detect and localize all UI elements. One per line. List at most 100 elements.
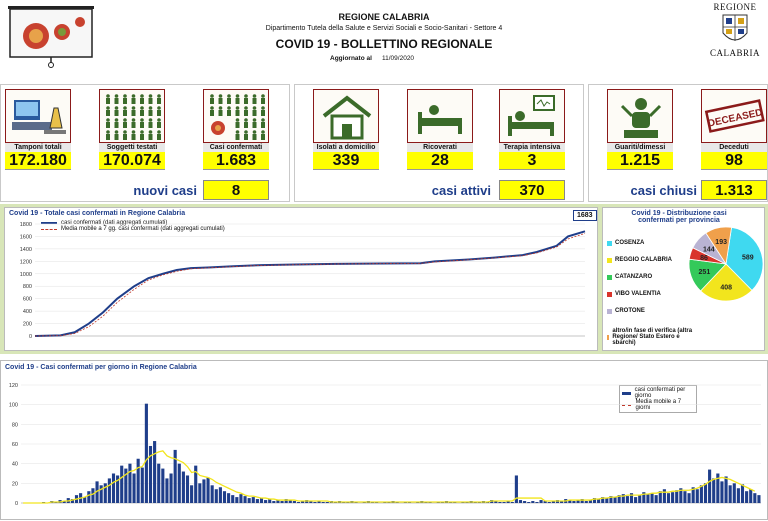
daily-bar — [264, 500, 268, 503]
daily-bar — [288, 500, 292, 503]
person-body — [114, 98, 119, 104]
stat-label: Casi confermati — [203, 143, 269, 152]
department-name: Dipartimento Tutela della Salute e Servi… — [265, 25, 503, 32]
daily-bar — [523, 501, 527, 503]
person-head — [210, 106, 214, 110]
cumulative-plot: 0 200 400 600 800 1000 1200 1400 1600 1800 — [20, 222, 586, 340]
daily-bar — [210, 485, 214, 503]
daily-bar — [313, 502, 317, 503]
person-body — [261, 122, 265, 128]
daily-bar — [560, 501, 564, 503]
daily-bar — [95, 481, 99, 503]
daily-bar — [116, 475, 120, 503]
chart-title: Covid 19 - Casi confermati per giorno in… — [5, 364, 197, 371]
y-tick-label: 1400 — [20, 247, 32, 253]
person-head — [123, 130, 127, 134]
person-body — [123, 134, 127, 140]
latest-value-callout: 1683 — [573, 210, 597, 221]
person-head — [131, 118, 136, 122]
daily-bar — [597, 499, 601, 503]
person-head — [244, 94, 248, 98]
stat-value: 98 — [701, 152, 767, 170]
daily-bar — [169, 473, 173, 503]
daily-bar — [62, 501, 66, 503]
daily-bar — [235, 497, 239, 503]
person-body — [244, 110, 248, 116]
series-line — [34, 230, 586, 337]
chart-title: Covid 19 - Distribuzione casi confermati… — [631, 210, 727, 224]
daily-bar — [580, 499, 584, 503]
person-body — [123, 98, 127, 104]
person-head — [261, 118, 265, 122]
closed-cases-value: 1.313 — [701, 180, 767, 200]
daily-bar — [107, 478, 111, 503]
daily-bar — [510, 502, 514, 503]
person-body — [252, 134, 257, 140]
person-body — [235, 122, 240, 128]
daily-bar — [671, 492, 675, 503]
y-tick-label: 80 — [12, 422, 18, 428]
daily-bar — [687, 493, 691, 503]
person-body — [114, 134, 119, 140]
slice-label: 86 — [700, 255, 708, 262]
stat-label: Isolati a domicilio — [313, 143, 379, 152]
legend-swatch — [41, 222, 57, 224]
legend-swatch — [607, 240, 612, 246]
daily-bar — [190, 485, 194, 503]
slice-label: 408 — [720, 284, 732, 291]
region-name: REGIONE CALABRIA — [338, 12, 430, 22]
person-head — [148, 118, 153, 122]
cumulative-chart: Covid 19 - Totale casi confermati in Reg… — [4, 207, 598, 351]
legend-label: Media mobile a 7 gg. casi confermati (da… — [61, 226, 225, 232]
stat-value: 172.180 — [5, 152, 71, 170]
daily-bar — [518, 500, 523, 503]
stat-value: 339 — [313, 152, 379, 170]
virus-board-logo — [6, 6, 96, 68]
hospital-bed-icon — [407, 89, 473, 143]
closed-cases-label: casi chiusi — [630, 183, 697, 198]
legend-swatch — [622, 404, 632, 406]
stat-value: 28 — [407, 152, 473, 170]
province-chart: Covid 19 - Distribuzione casi confermati… — [602, 207, 765, 351]
daily-bar — [255, 499, 259, 503]
legend-item: VIBO VALENTIA — [607, 291, 693, 297]
person-body — [148, 110, 153, 116]
person-head — [131, 94, 136, 98]
stat-value: 1.215 — [607, 152, 673, 170]
daily-bar — [494, 501, 498, 503]
moving-average-line — [23, 450, 756, 504]
daily-bar — [691, 487, 695, 503]
person-head — [157, 106, 161, 110]
daily-bar — [629, 493, 634, 503]
daily-bar — [247, 498, 251, 503]
stat-label: Terapia intensiva — [499, 143, 565, 152]
daily-bar — [514, 475, 518, 503]
lab-equipment-icon — [5, 89, 71, 143]
person-body — [157, 122, 161, 128]
daily-bar — [259, 498, 264, 503]
daily-bar — [268, 499, 272, 503]
person-head — [148, 94, 153, 98]
daily-bar — [724, 476, 728, 503]
daily-bar — [292, 501, 296, 503]
daily-bar — [120, 465, 124, 503]
person-body — [235, 98, 240, 104]
daily-bar — [272, 501, 276, 503]
daily-bar — [153, 441, 157, 503]
y-tick-label: 40 — [12, 462, 18, 468]
daily-bar — [111, 473, 116, 503]
daily-bar — [716, 473, 720, 503]
person-head — [106, 118, 110, 122]
pie-slice — [725, 226, 764, 291]
pie-slice — [705, 226, 732, 266]
chart-title: Covid 19 - Totale casi confermati in Reg… — [9, 210, 186, 217]
daily-bar — [654, 495, 658, 503]
daily-bar — [317, 501, 321, 503]
tests-panel: Tamponi totali 172.180 Soggetti testati … — [0, 84, 290, 202]
daily-bar — [301, 501, 305, 503]
icu-bed-icon — [499, 89, 565, 143]
person-body — [244, 134, 248, 140]
virus-core — [215, 125, 221, 131]
daily-bar — [658, 491, 662, 503]
y-tick-label: 600 — [23, 297, 32, 303]
